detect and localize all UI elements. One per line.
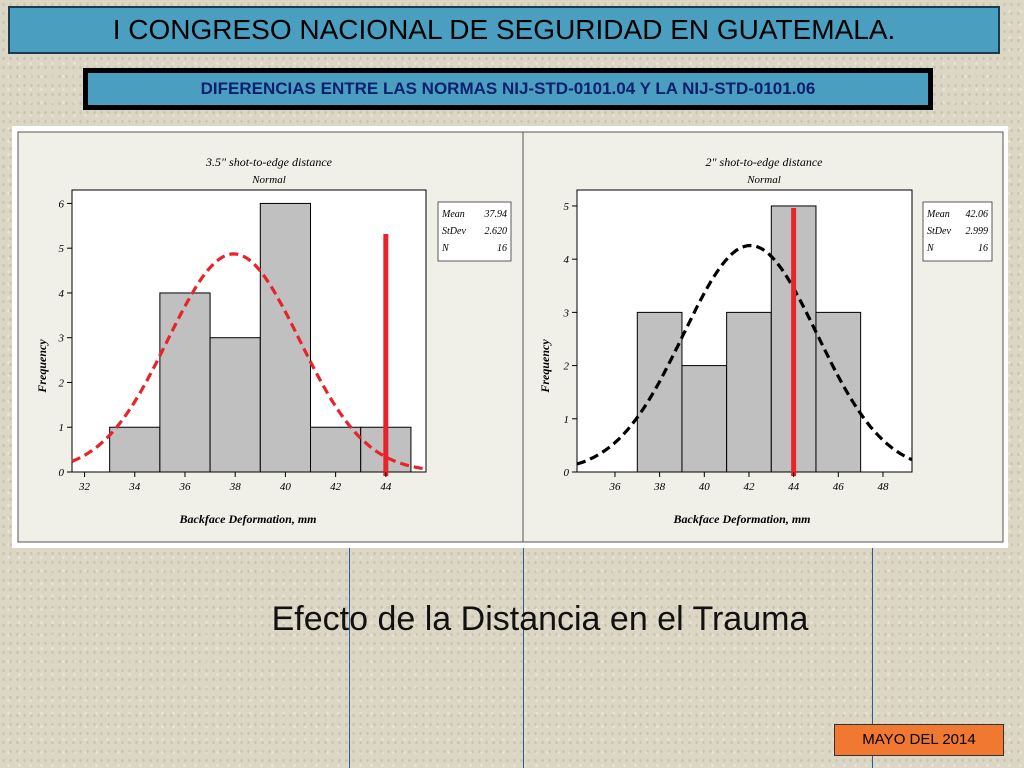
y-tick-label: 1 — [564, 414, 570, 426]
x-tick-label: 42 — [330, 481, 342, 493]
stats-value-stdev: 2.620 — [485, 226, 508, 237]
stats-label-mean: Mean — [441, 209, 465, 220]
histogram-bar — [815, 311, 862, 473]
decorative-vertical-line — [349, 548, 350, 768]
stats-value-mean: 37.94 — [484, 209, 508, 220]
stats-box-frame — [922, 201, 993, 262]
x-tick-label: 34 — [128, 481, 141, 493]
stats-box: Mean 42.06 StDev 2.999 N 16 — [922, 201, 993, 262]
histogram-bar — [310, 426, 362, 473]
x-tick-label: 38 — [229, 481, 242, 493]
x-tick-label: 40 — [280, 481, 292, 493]
x-tick-label: 32 — [78, 481, 91, 493]
chart-title: 2" shot-to-edge distance — [705, 155, 823, 169]
x-tick-label: 40 — [699, 481, 711, 493]
histogram-svg: 3.5" shot-to-edge distance Normal 32 34 36… — [17, 131, 1004, 543]
stats-label-n: N — [441, 243, 450, 254]
x-axis-label: Backface Deformation, mm — [179, 512, 317, 526]
x-tick-label: 42 — [743, 481, 755, 493]
x-tick-label: 36 — [178, 481, 191, 493]
x-tick-label: 46 — [833, 481, 845, 493]
x-tick-label: 36 — [608, 481, 621, 493]
y-axis-label: Frequency — [538, 339, 552, 394]
y-tick-label: 4 — [59, 288, 65, 300]
x-tick-label: 44 — [788, 481, 800, 493]
y-tick-label: 3 — [58, 333, 65, 345]
decorative-vertical-line — [523, 548, 524, 768]
stats-value-mean: 42.06 — [966, 209, 989, 220]
slide-title: I CONGRESO NACIONAL DE SEGURIDAD EN GUAT… — [8, 6, 1000, 54]
y-tick-label: 4 — [564, 254, 570, 266]
date-badge: MAYO DEL 2014 — [834, 724, 1004, 756]
histogram-figure: 3.5" shot-to-edge distance Normal 32 34 36… — [12, 126, 1008, 548]
normal-fit-curve — [576, 243, 913, 466]
y-tick-label: 2 — [59, 377, 65, 389]
y-axis-label: Frequency — [35, 339, 49, 394]
y-tick-label: 0 — [59, 467, 65, 479]
x-tick-label: 44 — [380, 481, 392, 493]
stats-box-frame — [437, 201, 512, 262]
histogram-bar — [636, 311, 683, 473]
stats-label-stdev: StDev — [442, 226, 466, 237]
y-tick-label: 5 — [59, 243, 65, 255]
chart-subtitle: Normal — [746, 174, 781, 186]
x-axis-label: Backface Deformation, mm — [673, 512, 811, 526]
histogram-bar — [681, 365, 728, 473]
histogram-bar — [209, 337, 261, 473]
stats-value-n: 16 — [497, 243, 507, 254]
histogram-bar — [726, 311, 772, 473]
stats-label-mean: Mean — [926, 209, 950, 220]
plot-area: 36 38 40 42 44 46 48 0 1 2 3 4 5 — [563, 189, 913, 493]
chart-subtitle: Normal — [251, 174, 286, 186]
histogram-bar — [109, 426, 161, 473]
chart-title: 3.5" shot-to-edge distance — [205, 155, 333, 169]
stats-value-stdev: 2.999 — [966, 226, 989, 237]
slide-subtitle: DIFERENCIAS ENTRE LAS NORMAS NIJ-STD-010… — [88, 73, 928, 105]
histogram-bar — [259, 202, 312, 473]
x-tick-label: 48 — [877, 481, 889, 493]
histogram-panel-right: 2" shot-to-edge distance Normal 36 38 40 42… — [522, 131, 1004, 543]
histogram-bar — [159, 292, 211, 473]
decorative-vertical-line — [872, 548, 873, 768]
stats-value-n: 16 — [978, 243, 988, 254]
y-tick-label: 1 — [59, 422, 65, 434]
y-tick-label: 5 — [564, 201, 570, 213]
x-tick-label: 38 — [653, 481, 666, 493]
y-tick-label: 2 — [564, 361, 570, 373]
stats-box: Mean 37.94 StDev 2.620 N 16 — [437, 201, 512, 262]
stats-label-stdev: StDev — [927, 226, 951, 237]
histogram-panel-left: 3.5" shot-to-edge distance Normal 32 34 36… — [17, 131, 524, 543]
slide-caption: Efecto de la Distancia en el Trauma — [271, 600, 809, 638]
y-tick-label: 6 — [59, 198, 65, 210]
y-tick-label: 0 — [564, 467, 570, 479]
slide-subtitle-box: DIFERENCIAS ENTRE LAS NORMAS NIJ-STD-010… — [83, 68, 933, 110]
normal-fit-curve — [71, 252, 427, 471]
y-tick-label: 3 — [563, 307, 570, 319]
stats-label-n: N — [926, 243, 935, 254]
